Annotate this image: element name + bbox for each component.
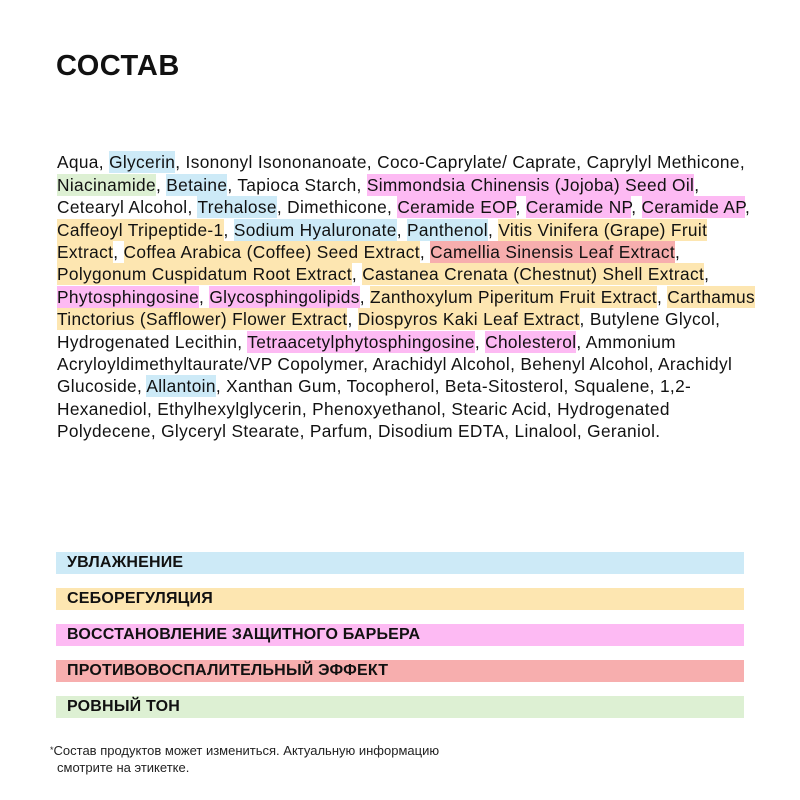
ingredient-highlight-barrier: Cholesterol (485, 330, 577, 353)
ingredient-highlight-sebum: Polygonum Cuspidatum Root Extract (57, 263, 352, 286)
ingredient-text: , (347, 309, 358, 330)
ingredient-text: , Cetearyl Alcohol, (57, 174, 700, 218)
footnote-line-2: смотрите на этикетке. (57, 760, 190, 775)
ingredient-highlight-moisture: Allantoin (146, 375, 216, 398)
ingredient-highlight-moisture: Trehalose (197, 196, 277, 219)
ingredient-highlight-sebum: Zanthoxylum Piperitum Fruit Extract (370, 285, 657, 308)
ingredient-highlight-anti-inflammatory: Camellia Sinensis Leaf Extract (430, 240, 676, 263)
ingredient-highlight-moisture: Betaine (166, 173, 228, 196)
legend-item-barrier: ВОССТАНОВЛЕНИЕ ЗАЩИТНОГО БАРЬЕРА (56, 624, 744, 646)
ingredient-highlight-barrier: Ceramide NP (525, 196, 632, 219)
ingredient-text: , (515, 197, 526, 218)
ingredient-highlight-barrier: Phytosphingosine (57, 285, 200, 308)
ingredients-list: Aqua, Glycerin, Isononyl Isononanoate, C… (57, 151, 763, 442)
footnote: *Состав продуктов может измениться. Акту… (50, 742, 439, 776)
ingredient-text: , Dimethicone, (276, 197, 398, 218)
ingredient-text: , (359, 286, 371, 307)
ingredient-highlight-moisture: Glycerin (109, 151, 176, 174)
ingredient-text: , (113, 241, 124, 262)
ingredient-text: , (474, 331, 486, 352)
ingredient-highlight-sebum: Diospyros Kaki Leaf Extract (357, 308, 580, 331)
ingredient-text: , Xanthan Gum, Tocopherol, Beta-Sitoster… (57, 376, 692, 442)
ingredient-highlight-moisture: Sodium Hyaluronate (233, 218, 397, 241)
ingredient-highlight-sebum: Coffea Arabica (Coffee) Seed Extract (123, 240, 420, 263)
ingredient-highlight-barrier: Simmondsia Chinensis (Jojoba) Seed Oil (366, 173, 695, 196)
footnote-line-1: Состав продуктов может измениться. Актуа… (53, 743, 440, 758)
legend-item-anti-inflammatory: ПРОТИВОВОСПАЛИТЕЛЬНЫЙ ЭФФЕКТ (56, 660, 744, 682)
ingredient-highlight-sebum: Caffeoyl Tripeptide-1 (57, 218, 224, 241)
ingredient-text: , Ammonium Acryloyldimethyltaurate/VP Co… (57, 331, 733, 397)
ingredient-text: , (704, 264, 710, 285)
ingredient-highlight-barrier: Ceramide EOP (397, 196, 516, 219)
ingredient-text: , Isononyl Isononanoate, Coco-Caprylate/… (175, 152, 746, 173)
ingredient-text: , (656, 286, 668, 307)
ingredient-highlight-even-tone: Niacinamide (57, 173, 156, 196)
legend: УВЛАЖНЕНИЕ СЕБОРЕГУЛЯЦИЯ ВОССТАНОВЛЕНИЕ ЗА… (56, 552, 744, 732)
ingredient-text: , (419, 241, 431, 262)
ingredient-text: , (155, 174, 167, 195)
ingredient-text: Aqua, (57, 152, 110, 173)
ingredient-text: , Butylene Glycol, Hydrogenated Lecithin… (57, 309, 721, 352)
ingredient-text: , (351, 264, 363, 285)
footnote-mark: * (50, 745, 54, 755)
ingredient-text: , (223, 219, 234, 240)
ingredient-text: , (396, 219, 408, 240)
ingredient-text: , (744, 197, 751, 218)
ingredient-highlight-barrier: Tetraacetylphytosphingosine (247, 330, 475, 353)
ingredient-highlight-barrier: Glycosphingolipids (209, 285, 360, 308)
page-title: СОСТАВ (56, 50, 180, 82)
legend-item-even-tone: РОВНЫЙ ТОН (56, 696, 744, 718)
ingredient-highlight-barrier: Ceramide AP (641, 196, 745, 219)
ingredient-text: , (488, 219, 499, 240)
ingredient-text: , (199, 286, 210, 307)
legend-item-sebum: СЕБОРЕГУЛЯЦИЯ (56, 588, 744, 610)
ingredient-highlight-sebum: Castanea Crenata (Chestnut) Shell Extrac… (362, 263, 705, 286)
ingredient-highlight-moisture: Panthenol (407, 218, 488, 241)
legend-item-moisture: УВЛАЖНЕНИЕ (56, 552, 744, 574)
ingredient-text: , (675, 241, 681, 262)
ingredient-text: , (631, 197, 642, 218)
ingredient-text: , Tapioca Starch, (227, 174, 367, 195)
